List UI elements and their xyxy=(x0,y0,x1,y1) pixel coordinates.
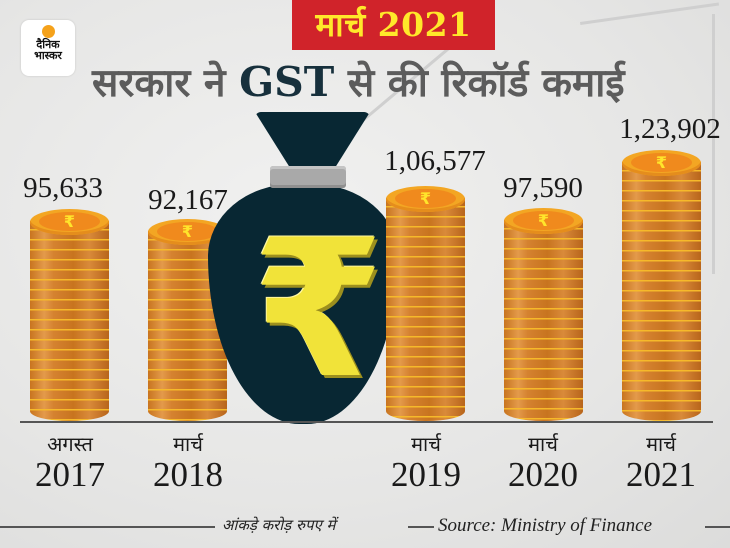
category-label-2020: मार्च 2020 xyxy=(508,432,578,494)
rupee-icon: ₹ xyxy=(513,211,574,230)
background-trend-line xyxy=(580,2,720,25)
value-label-2018: 92,167 xyxy=(148,184,228,216)
sun-icon xyxy=(41,25,55,38)
bag-neck xyxy=(255,112,370,167)
category-label-2019: मार्च 2019 xyxy=(391,432,461,494)
headline-part2: से की रिकॉर्ड कमाई xyxy=(334,61,625,106)
logo-line1: दैनिक xyxy=(36,38,60,51)
background-trend-line xyxy=(712,14,715,274)
coin-stack-2017: ₹ xyxy=(30,209,109,421)
units-note: आंकड़े करोड़ रुपए में xyxy=(222,516,336,534)
chart-baseline xyxy=(20,421,713,423)
date-badge: मार्च 2021 xyxy=(292,0,495,50)
rupee-icon: ₹ xyxy=(39,212,100,231)
footer-rule-right xyxy=(705,526,730,528)
logo-line2: भास्कर xyxy=(34,49,62,62)
money-bag-illustration: ₹ xyxy=(200,110,400,425)
category-label-2018: मार्च 2018 xyxy=(153,432,223,494)
footer: आंकड़े करोड़ रुपए में Source: Ministry o… xyxy=(0,515,730,537)
bag-tie xyxy=(270,166,346,188)
dainik-bhaskar-logo: दैनिक भास्कर xyxy=(21,20,75,76)
value-label-2020: 97,590 xyxy=(503,172,583,204)
value-label-2019: 1,06,577 xyxy=(384,145,486,177)
headline-part1: सरकार ने xyxy=(92,61,240,106)
coin-stack-2019: ₹ xyxy=(386,186,465,421)
category-label-2021: मार्च 2021 xyxy=(626,432,696,494)
rupee-icon: ₹ xyxy=(157,222,218,241)
value-label-2017: 95,633 xyxy=(23,172,103,204)
rupee-icon: ₹ xyxy=(631,153,692,172)
value-label-2021: 1,23,902 xyxy=(619,113,721,145)
page-title: सरकार ने GST से की रिकॉर्ड कमाई xyxy=(92,54,730,110)
source-credit: Source: Ministry of Finance xyxy=(438,515,653,536)
rupee-icon: ₹ xyxy=(395,189,456,208)
category-label-2017: अगस्त 2017 xyxy=(35,432,105,494)
coin-stack-2021: ₹ xyxy=(622,150,701,421)
coin-stack-2020: ₹ xyxy=(504,208,583,421)
footer-rule-middle xyxy=(408,526,434,528)
headline-gst: GST xyxy=(239,58,335,106)
rupee-icon: ₹ xyxy=(252,199,385,420)
footer-rule-left xyxy=(0,526,215,528)
